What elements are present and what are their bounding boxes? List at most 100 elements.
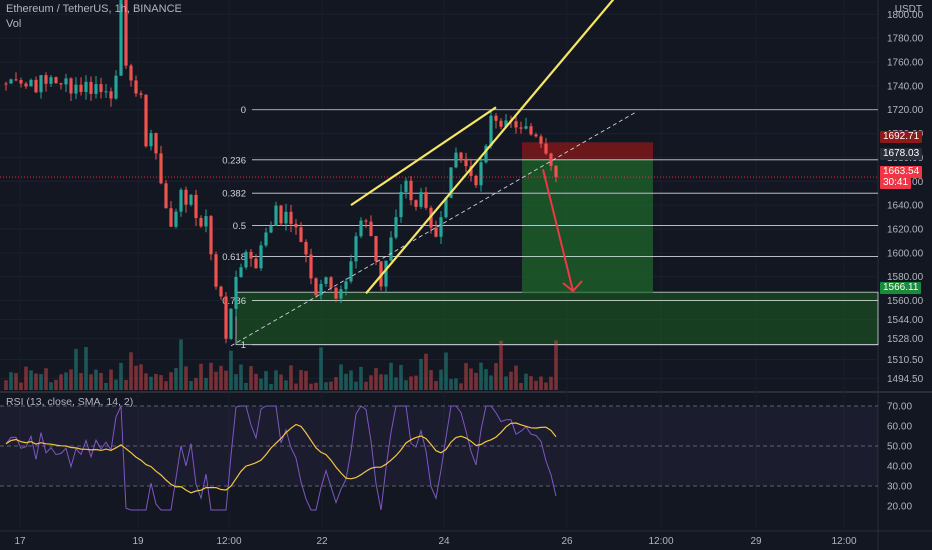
demand-zone bbox=[235, 291, 879, 346]
candle-body bbox=[504, 120, 508, 127]
volume-bar bbox=[89, 374, 93, 390]
price-tick-label: 1800.00 bbox=[887, 10, 924, 21]
volume-bar bbox=[234, 374, 238, 390]
fib-level-label: 1 bbox=[241, 340, 246, 351]
volume-bar bbox=[374, 368, 378, 390]
volume-bar bbox=[534, 380, 538, 390]
rsi-indicator-label[interactable]: RSI (13, close, SMA, 14, 2) bbox=[6, 396, 134, 408]
rsi-tick-label: 70.00 bbox=[887, 402, 912, 413]
candle-body bbox=[149, 133, 153, 147]
fib-level-label: 0.618 bbox=[222, 252, 246, 263]
volume-bar bbox=[554, 340, 558, 390]
candle-body bbox=[514, 121, 518, 128]
candle-body bbox=[114, 75, 118, 99]
candle-body bbox=[259, 245, 263, 269]
volume-bar bbox=[24, 366, 28, 390]
volume-label[interactable]: Vol bbox=[6, 18, 22, 30]
candle-body bbox=[434, 227, 438, 237]
candle-body bbox=[319, 283, 323, 296]
volume-bar bbox=[49, 382, 53, 390]
volume-bar bbox=[74, 348, 78, 390]
rsi-tick-label: 50.00 bbox=[887, 442, 912, 453]
volume-bar bbox=[84, 347, 88, 390]
candle-body bbox=[94, 84, 98, 94]
time-tick-label: 12:00 bbox=[648, 536, 673, 547]
rsi-line bbox=[5, 405, 557, 511]
volume-bar bbox=[429, 370, 433, 390]
support-trendline bbox=[230, 111, 637, 347]
volume-bar bbox=[304, 370, 308, 390]
volume-bar bbox=[309, 383, 313, 390]
volume-bar bbox=[509, 371, 513, 390]
candle-body bbox=[189, 194, 193, 205]
candle-body bbox=[69, 78, 73, 94]
candle-body bbox=[349, 261, 353, 282]
volume-bar bbox=[349, 370, 353, 390]
volume-bar bbox=[39, 374, 43, 390]
candle-body bbox=[124, 0, 128, 66]
volume-bar bbox=[209, 362, 213, 390]
volume-bar bbox=[259, 378, 263, 390]
volume-bar bbox=[294, 383, 298, 390]
candle-body bbox=[294, 223, 298, 228]
volume-bar bbox=[104, 382, 108, 390]
volume-bar bbox=[424, 353, 428, 390]
volume-bar bbox=[224, 370, 228, 390]
volume-bar bbox=[149, 376, 153, 390]
volume-bar bbox=[334, 377, 338, 390]
candle-body bbox=[24, 83, 28, 87]
candle-body bbox=[154, 133, 158, 154]
volume-bar bbox=[399, 364, 403, 390]
candle-body bbox=[454, 152, 458, 168]
fib-level-label: 0 bbox=[241, 105, 246, 116]
volume-bar bbox=[319, 347, 323, 390]
candle-body bbox=[384, 260, 388, 287]
volume-bar bbox=[524, 373, 528, 390]
volume-bar bbox=[14, 373, 18, 390]
symbol-title[interactable]: Ethereum / TetherUS, 1h, BINANCE bbox=[6, 3, 182, 15]
candle-body bbox=[414, 200, 418, 207]
short-profit-area bbox=[522, 159, 653, 294]
fib-level-label: 0.786 bbox=[222, 296, 246, 307]
stop-price-tag: 1692.71 bbox=[880, 131, 923, 143]
volume-bar bbox=[119, 362, 123, 390]
volume-bar bbox=[379, 374, 383, 390]
price-tick-label: 1720.00 bbox=[887, 105, 924, 116]
fib-level-label: 0.5 bbox=[233, 221, 246, 232]
candle-body bbox=[324, 277, 328, 284]
volume-bar bbox=[179, 339, 183, 390]
candle-body bbox=[299, 227, 303, 242]
volume-bar bbox=[199, 363, 203, 390]
short-stop-area bbox=[522, 142, 653, 160]
time-tick-label: 12:00 bbox=[216, 536, 241, 547]
volume-bar bbox=[409, 376, 413, 390]
candle-body bbox=[444, 197, 448, 218]
rsi-tick-label: 20.00 bbox=[887, 502, 912, 513]
rsi-tick-label: 60.00 bbox=[887, 422, 912, 433]
volume-bar bbox=[289, 365, 293, 390]
candle-body bbox=[199, 217, 203, 227]
candle-body bbox=[249, 251, 253, 259]
volume-bar bbox=[244, 382, 248, 390]
price-tick-label: 1780.00 bbox=[887, 34, 924, 45]
candle-body bbox=[104, 91, 108, 93]
volume-bar bbox=[404, 380, 408, 390]
candle-body bbox=[554, 165, 558, 178]
candle-body bbox=[34, 79, 38, 93]
candle-body bbox=[59, 83, 63, 85]
trendlines[interactable] bbox=[0, 0, 878, 347]
candle-body bbox=[164, 183, 168, 209]
candle-body bbox=[9, 79, 13, 84]
volume-bar bbox=[184, 366, 188, 390]
candle-body bbox=[449, 167, 453, 198]
volume-bar bbox=[444, 352, 448, 390]
candle-body bbox=[169, 208, 173, 227]
candle-body bbox=[19, 79, 23, 84]
volume-bar bbox=[439, 369, 443, 390]
candle-body bbox=[89, 81, 93, 94]
volume-bar bbox=[299, 370, 303, 390]
price-tick-label: 1740.00 bbox=[887, 81, 924, 92]
candle-body bbox=[284, 211, 288, 224]
price-candles bbox=[4, 0, 558, 344]
